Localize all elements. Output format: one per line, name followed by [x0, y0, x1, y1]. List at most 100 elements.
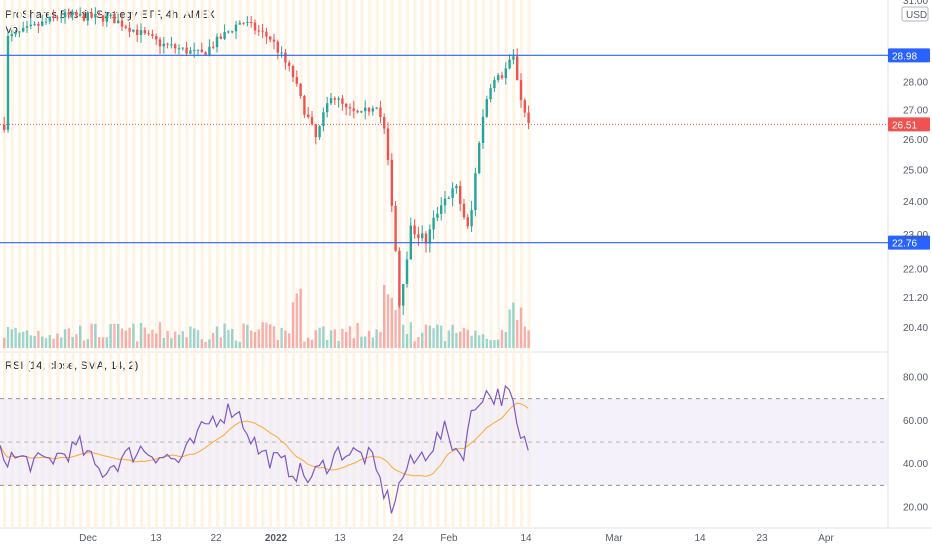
volume-bar: [307, 337, 310, 348]
volume-bar: [166, 330, 169, 348]
candle-body: [101, 15, 105, 22]
candle-body: [242, 22, 245, 24]
candle-body: [284, 52, 287, 63]
volume-bar: [405, 333, 409, 348]
volume-bar: [189, 326, 192, 348]
candle-body: [489, 88, 492, 100]
session-band: [246, 0, 250, 528]
volume-bar: [451, 324, 454, 348]
rsi-lines: [0, 384, 529, 514]
session-band: [215, 0, 219, 528]
candle-body: [280, 52, 283, 54]
session-band: [48, 0, 52, 528]
line-price-label: 28.98: [892, 51, 917, 62]
volume-bar: [314, 330, 317, 348]
volume-bar: [326, 339, 329, 348]
candle-body: [288, 62, 291, 66]
volume-bar: [421, 332, 424, 348]
candle-body: [215, 36, 219, 48]
candle-body: [398, 250, 401, 306]
volume-bar: [60, 337, 63, 348]
candle-body: [113, 14, 116, 24]
candle-body: [120, 20, 124, 27]
session-band: [185, 0, 189, 528]
session-band: [253, 0, 257, 528]
session-band: [329, 0, 333, 528]
session-band: [276, 0, 280, 528]
session-band: [238, 0, 242, 528]
time-axis[interactable]: Dec 13 22 2022 13 24 Feb 14 Mar 14 23 Apr: [79, 533, 834, 544]
volume-bar: [29, 335, 32, 348]
candle-body: [223, 31, 226, 39]
session-band: [466, 0, 470, 528]
candle-body: [527, 112, 530, 124]
volume-bar: [219, 337, 222, 348]
volume-bar: [478, 335, 481, 348]
candle-body: [478, 143, 481, 174]
candle-body: [170, 44, 173, 46]
volume-bar: [231, 329, 234, 348]
price-tick-label: 26.00: [903, 135, 928, 146]
candle-body: [75, 12, 78, 16]
volume-bars: [3, 284, 530, 348]
session-band: [367, 0, 371, 528]
candle-body: [14, 32, 17, 35]
volume-bar: [208, 339, 211, 348]
candle-body: [295, 77, 298, 84]
volume-bar: [485, 338, 488, 348]
volume-bar: [474, 330, 477, 348]
candle-body: [189, 50, 192, 54]
candlesticks: [3, 7, 530, 315]
session-band: [147, 0, 151, 528]
volume-bar: [497, 339, 500, 348]
volume-bar: [33, 336, 36, 348]
session-band: [345, 0, 349, 528]
volume-bar: [223, 323, 226, 348]
line-price-badge: [888, 235, 930, 250]
volume-bar: [345, 331, 348, 348]
candle-body: [25, 26, 29, 28]
price-axis[interactable]: 28.98 22.76 26.51 28.00 27.00 26.00 25.00 24.00…: [888, 0, 930, 514]
session-band: [421, 0, 425, 528]
session-band: [443, 0, 447, 528]
session-band: [390, 0, 394, 528]
candle-body: [375, 107, 378, 109]
volume-bar: [143, 327, 146, 348]
candle-body: [147, 33, 150, 35]
candle-body: [322, 112, 325, 127]
candle-body: [3, 124, 6, 130]
session-band: [101, 0, 105, 528]
candle-body: [261, 30, 264, 32]
volume-bar: [512, 302, 515, 348]
volume-bar: [424, 324, 428, 348]
candle-body: [177, 48, 181, 50]
session-band: [10, 0, 14, 528]
candle-body: [508, 59, 511, 69]
candle-body: [424, 233, 428, 244]
candle-body: [329, 98, 333, 104]
candle-body: [299, 83, 302, 96]
candle-body: [333, 98, 336, 100]
volume-bar: [101, 337, 105, 348]
volume-bar: [299, 288, 302, 348]
price-tick-label: 25.00: [903, 165, 928, 176]
candle-body: [71, 12, 74, 15]
candle-body: [79, 14, 82, 16]
volume-bar: [375, 329, 378, 348]
volume-bar: [333, 329, 336, 348]
candle-body: [512, 56, 515, 60]
price-tick-label: 22.00: [903, 265, 928, 276]
volume-bar: [337, 340, 340, 348]
volume-bar: [455, 332, 458, 348]
last-price-badge: [888, 117, 930, 132]
session-band: [307, 0, 311, 528]
candle-body: [117, 20, 120, 24]
candle-body: [314, 124, 317, 138]
candle-body: [212, 46, 215, 48]
candle-body: [303, 95, 306, 115]
volume-bar: [508, 309, 511, 348]
session-band: [314, 0, 318, 528]
session-band: [33, 0, 37, 528]
candle-body: [227, 31, 230, 33]
